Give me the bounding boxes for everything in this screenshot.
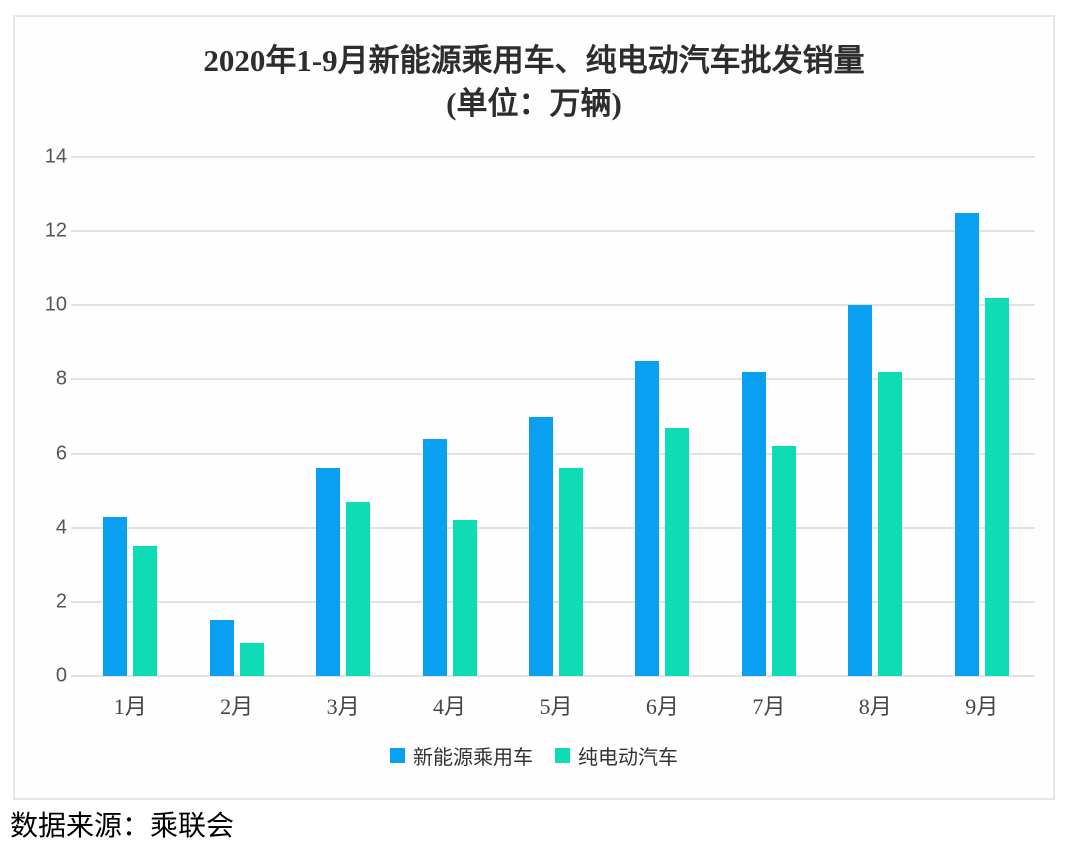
bar-group-5月 (503, 157, 609, 676)
y-tick-label-8: 8 (55, 367, 67, 390)
bar-group-6月 (609, 157, 715, 676)
bar-group-4月 (396, 157, 502, 676)
bar-新能源乘用车-3月 (316, 468, 341, 676)
y-axis: 0 2 4 6 8 10 12 14 (23, 146, 67, 687)
bar-新能源乘用车-2月 (209, 620, 234, 676)
legend-item-series2: 纯电动汽车 (555, 741, 678, 770)
bar-纯电动汽车-4月 (452, 520, 477, 676)
x-axis: 1月 2月 3月 4月 5月 6月 7月 8月 9月 (77, 689, 1035, 721)
bar-纯电动汽车-2月 (239, 642, 264, 676)
legend: 新能源乘用车 纯电动汽车 (15, 741, 1053, 770)
legend-swatch-blue (390, 748, 405, 763)
y-tick-label-6: 6 (55, 442, 67, 465)
y-tick-label-10: 10 (44, 293, 67, 316)
gridline-y-2 (71, 600, 1035, 603)
x-tick-label-5月: 5月 (539, 694, 573, 719)
gridline-y-4 (71, 526, 1035, 529)
y-tick-label-0: 0 (55, 664, 67, 687)
bar-新能源乘用车-6月 (635, 360, 660, 676)
gridline-y-0 (71, 675, 1035, 677)
x-tick-label-9月: 9月 (965, 694, 999, 719)
gridline-y-14 (71, 156, 1035, 158)
bar-新能源乘用车-4月 (422, 438, 447, 676)
chart-title: 2020年1-9月新能源乘用车、纯电动汽车批发销量 (单位：万辆) (15, 39, 1053, 125)
bar-纯电动汽车-8月 (878, 372, 903, 676)
x-tick-label-2月: 2月 (220, 694, 254, 719)
y-tick-label-14: 14 (44, 145, 67, 168)
gridline-y-12 (71, 230, 1035, 233)
bar-纯电动汽车-7月 (771, 446, 796, 676)
legend-label-series2: 纯电动汽车 (578, 747, 678, 769)
chart-card: 2020年1-9月新能源乘用车、纯电动汽车批发销量 (单位：万辆) 0 2 4 6 8 1… (13, 15, 1055, 800)
bar-新能源乘用车-5月 (528, 416, 553, 676)
legend-item-series1: 新能源乘用车 (390, 741, 533, 770)
source-note: 数据来源：乘联会 (10, 811, 235, 842)
bar-group-7月 (716, 157, 822, 676)
gridline-y-10 (71, 304, 1035, 307)
y-tick-label-2: 2 (55, 590, 67, 613)
bar-新能源乘用车-8月 (848, 305, 873, 676)
bar-新能源乘用车-1月 (103, 516, 128, 676)
y-tick-label-12: 12 (44, 219, 67, 242)
bar-纯电动汽车-1月 (133, 546, 158, 676)
bar-group-1月 (77, 157, 183, 676)
bar-新能源乘用车-9月 (954, 212, 979, 676)
x-tick-label-1月: 1月 (113, 694, 147, 719)
bar-纯电动汽车-3月 (346, 501, 371, 676)
bar-groups (77, 157, 1035, 676)
bar-纯电动汽车-5月 (558, 468, 583, 676)
y-tick-label-4: 4 (55, 516, 67, 539)
bar-group-3月 (290, 157, 396, 676)
bar-新能源乘用车-7月 (741, 372, 766, 676)
bar-group-9月 (929, 157, 1035, 676)
bar-纯电动汽车-9月 (984, 297, 1009, 676)
x-tick-label-6月: 6月 (645, 694, 679, 719)
bar-纯电动汽车-6月 (665, 427, 690, 676)
chart-title-line1: 2020年1-9月新能源乘用车、纯电动汽车批发销量 (203, 43, 865, 78)
gridline-y-6 (71, 452, 1035, 455)
plot-area (71, 156, 1035, 677)
bar-group-8月 (822, 157, 928, 676)
legend-label-series1: 新能源乘用车 (413, 747, 533, 769)
x-tick-label-4月: 4月 (433, 694, 467, 719)
gridline-y-8 (71, 378, 1035, 381)
bar-group-2月 (183, 157, 289, 676)
x-tick-label-8月: 8月 (858, 694, 892, 719)
legend-swatch-green (555, 748, 570, 763)
x-tick-label-3月: 3月 (326, 694, 360, 719)
chart-title-line2: (单位：万辆) (446, 86, 622, 121)
x-tick-label-7月: 7月 (752, 694, 786, 719)
